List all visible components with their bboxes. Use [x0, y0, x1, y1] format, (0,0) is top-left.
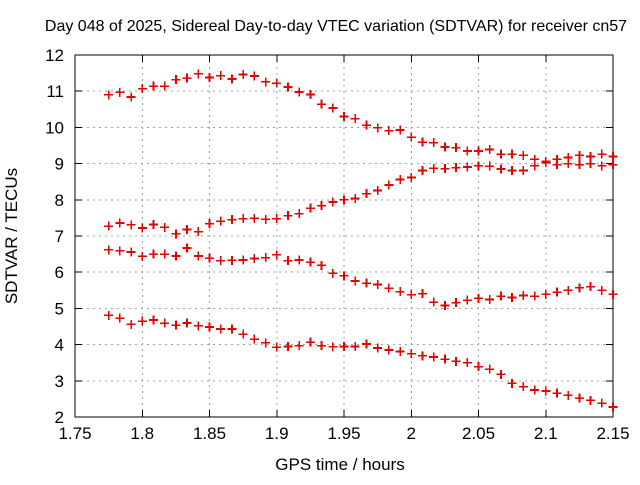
x-tick-label: 1.85	[193, 424, 226, 443]
x-tick-label: 2	[407, 424, 416, 443]
y-axis-label: SDTVAR / TECUs	[2, 168, 21, 304]
y-tick-label: 3	[55, 372, 64, 391]
axes-layer: 1.75 1.8 1.85 1.9 1.95 2 2.05 2.1 2.15 2 3 4 5 6 7 8 9 10…	[45, 46, 629, 443]
y-tick-label: 9	[55, 155, 64, 174]
y-tick-label: 12	[45, 46, 64, 65]
y-tick-label: 4	[55, 336, 64, 355]
grid-layer	[75, 55, 613, 417]
y-tick-label: 6	[55, 263, 64, 282]
y-tick-label: 7	[55, 227, 64, 246]
trace-3-plus-markers	[104, 243, 618, 310]
y-tick-label: 10	[45, 118, 64, 137]
x-tick-label: 1.95	[327, 424, 360, 443]
y-tick-label: 11	[46, 82, 64, 101]
x-tick-label: 2.1	[534, 424, 558, 443]
x-tick-label: 1.8	[130, 424, 154, 443]
trace-2-plus-markers	[104, 149, 618, 239]
data-points-layer	[104, 69, 618, 412]
y-tick-label: 2	[55, 408, 64, 427]
trace-1-plus-markers	[104, 69, 618, 171]
x-tick-label: 1.9	[265, 424, 289, 443]
trace-4-plus-markers	[104, 310, 618, 412]
x-tick-label: 1.75	[58, 424, 91, 443]
x-tick-label: 2.05	[462, 424, 495, 443]
x-axis-label: GPS time / hours	[275, 455, 404, 474]
y-tick-label: 5	[55, 299, 64, 318]
chart-title: Day 048 of 2025, Sidereal Day-to-day VTE…	[45, 18, 627, 35]
x-tick-label: 2.15	[596, 424, 629, 443]
y-tick-label: 8	[55, 191, 64, 210]
